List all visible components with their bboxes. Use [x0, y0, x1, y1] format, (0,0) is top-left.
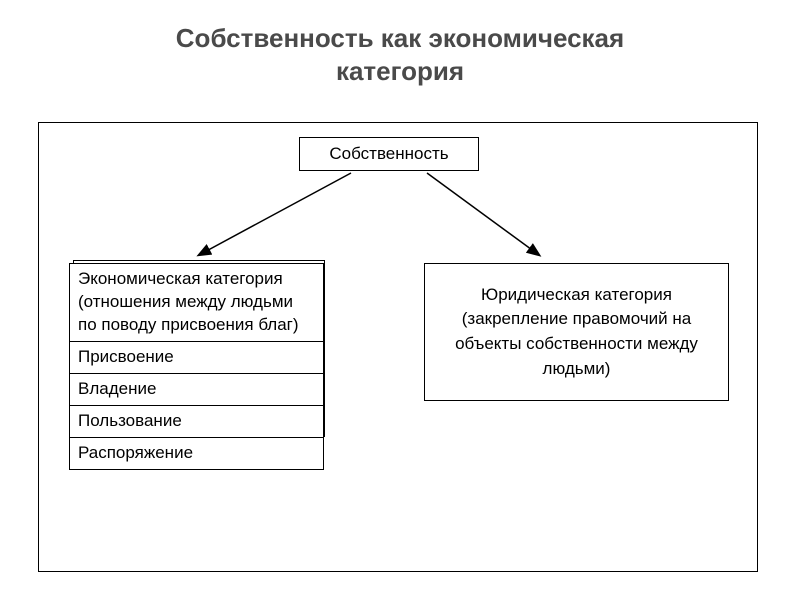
- left-node-row: Присвоение: [70, 342, 323, 374]
- right-node: Юридическая категория (закрепление право…: [424, 263, 729, 401]
- left-node-table: Экономическая категория (отношения между…: [69, 263, 324, 470]
- left-node: Экономическая категория (отношения между…: [69, 263, 324, 470]
- right-node-label: Юридическая категория (закрепление право…: [437, 283, 716, 382]
- title-line-2: категория: [336, 56, 464, 86]
- left-node-header: Экономическая категория (отношения между…: [70, 264, 323, 342]
- title-line-1: Собственность как экономическая: [176, 23, 624, 53]
- left-node-row: Пользование: [70, 406, 323, 438]
- left-node-row: Владение: [70, 374, 323, 406]
- arrow-right: [427, 173, 539, 255]
- arrow-left: [199, 173, 351, 255]
- top-node-label: Собственность: [329, 144, 448, 164]
- left-node-row: Распоряжение: [70, 438, 323, 470]
- top-node: Собственность: [299, 137, 479, 171]
- arrows: [39, 169, 759, 264]
- diagram-frame: Собственность Экономическая категория (о…: [38, 122, 758, 572]
- page-title: Собственность как экономическая категори…: [0, 0, 800, 87]
